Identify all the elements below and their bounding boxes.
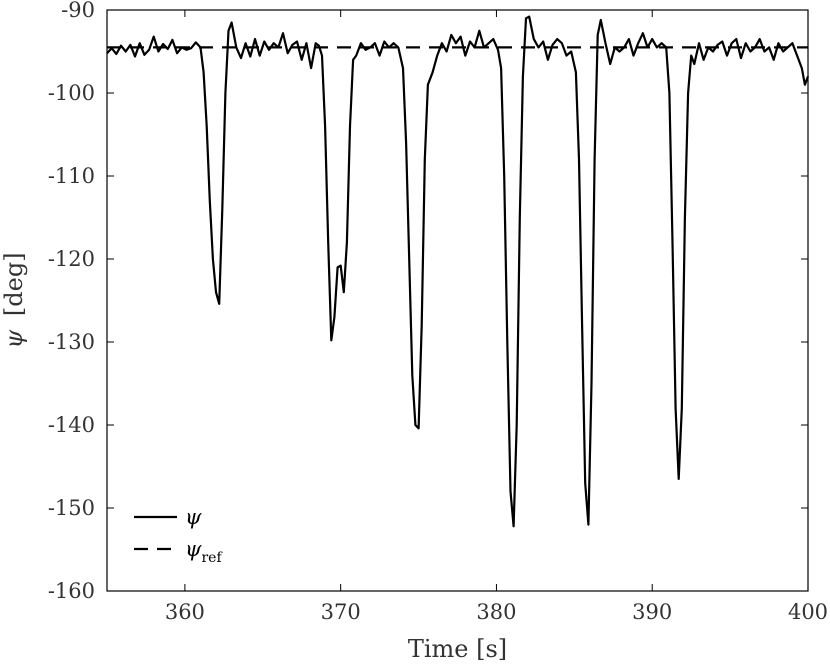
y-tick-label: -130 [48,330,95,354]
y-axis-label: ψ [deg] [0,252,28,348]
legend: ψ ψref [134,505,223,566]
y-tick-label: -100 [48,81,95,105]
y-axis-ticks: -160 -150 -140 -130 -120 -110 -100 -90 [48,0,808,603]
plot-frame [106,9,809,592]
y-tick-label: -150 [48,496,95,520]
y-tick-label: -140 [48,413,95,437]
y-tick-label: -160 [48,579,95,603]
y-axis-label-symbol: ψ [0,329,28,349]
y-tick-label: -120 [48,247,95,271]
x-tick-label: 360 [165,600,205,624]
series-line-psi [106,15,810,528]
x-tick-label: 390 [632,600,672,624]
x-tick-label: 380 [476,600,516,624]
y-tick-label: -110 [48,164,95,188]
x-tick-label: 370 [321,600,361,624]
x-tick-label: 400 [788,600,828,624]
plot-area [106,9,810,592]
y-axis-label-unit: [deg] [0,252,28,316]
x-axis-label: Time [s] [408,635,507,663]
x-axis-ticks: 360 370 380 390 400 [165,10,828,624]
legend-entry: ψ [185,505,202,529]
y-tick-label: -90 [61,0,95,22]
legend-entry: ψref [185,537,223,566]
